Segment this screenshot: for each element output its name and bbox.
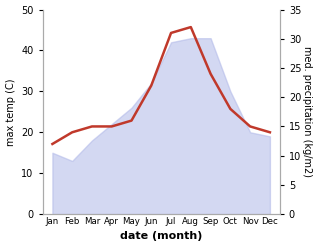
Y-axis label: max temp (C): max temp (C) [5,78,16,145]
Y-axis label: med. precipitation (kg/m2): med. precipitation (kg/m2) [302,46,313,177]
X-axis label: date (month): date (month) [120,231,202,242]
